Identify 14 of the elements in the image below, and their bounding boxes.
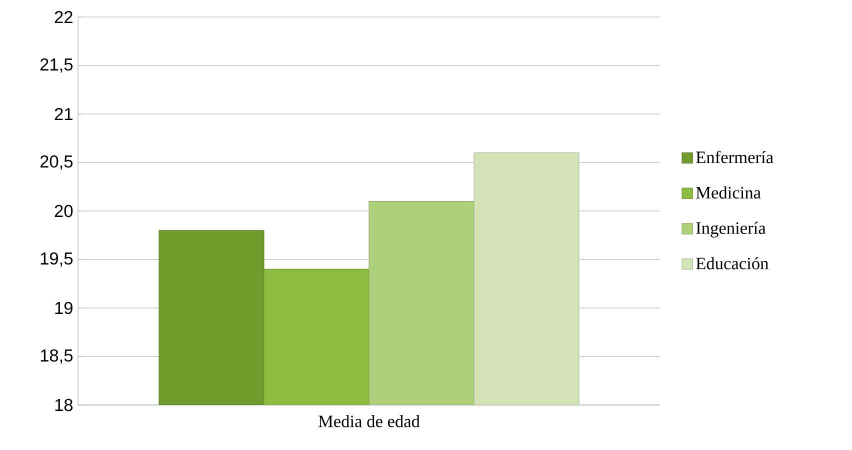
y-tick-label: 21 <box>54 108 72 120</box>
x-tick-label: Media de edad <box>318 415 420 428</box>
legend-label: Medicina <box>696 186 761 199</box>
y-tick-label: 19 <box>55 302 72 314</box>
legend-label: Enfermería <box>696 150 774 164</box>
legend-label: Ingeniería <box>696 222 766 238</box>
y-tick-label: 21,5 <box>40 58 73 73</box>
y-tick-label: 18 <box>55 398 73 412</box>
y-tick-label: 22 <box>54 10 72 24</box>
y-tick-label: 20 <box>54 204 73 218</box>
y-tick-label: 20,5 <box>40 155 73 170</box>
legend-label: Educación <box>696 257 768 270</box>
y-tick-label: 19,5 <box>40 252 73 267</box>
y-tick-label: 18,5 <box>40 349 73 364</box>
